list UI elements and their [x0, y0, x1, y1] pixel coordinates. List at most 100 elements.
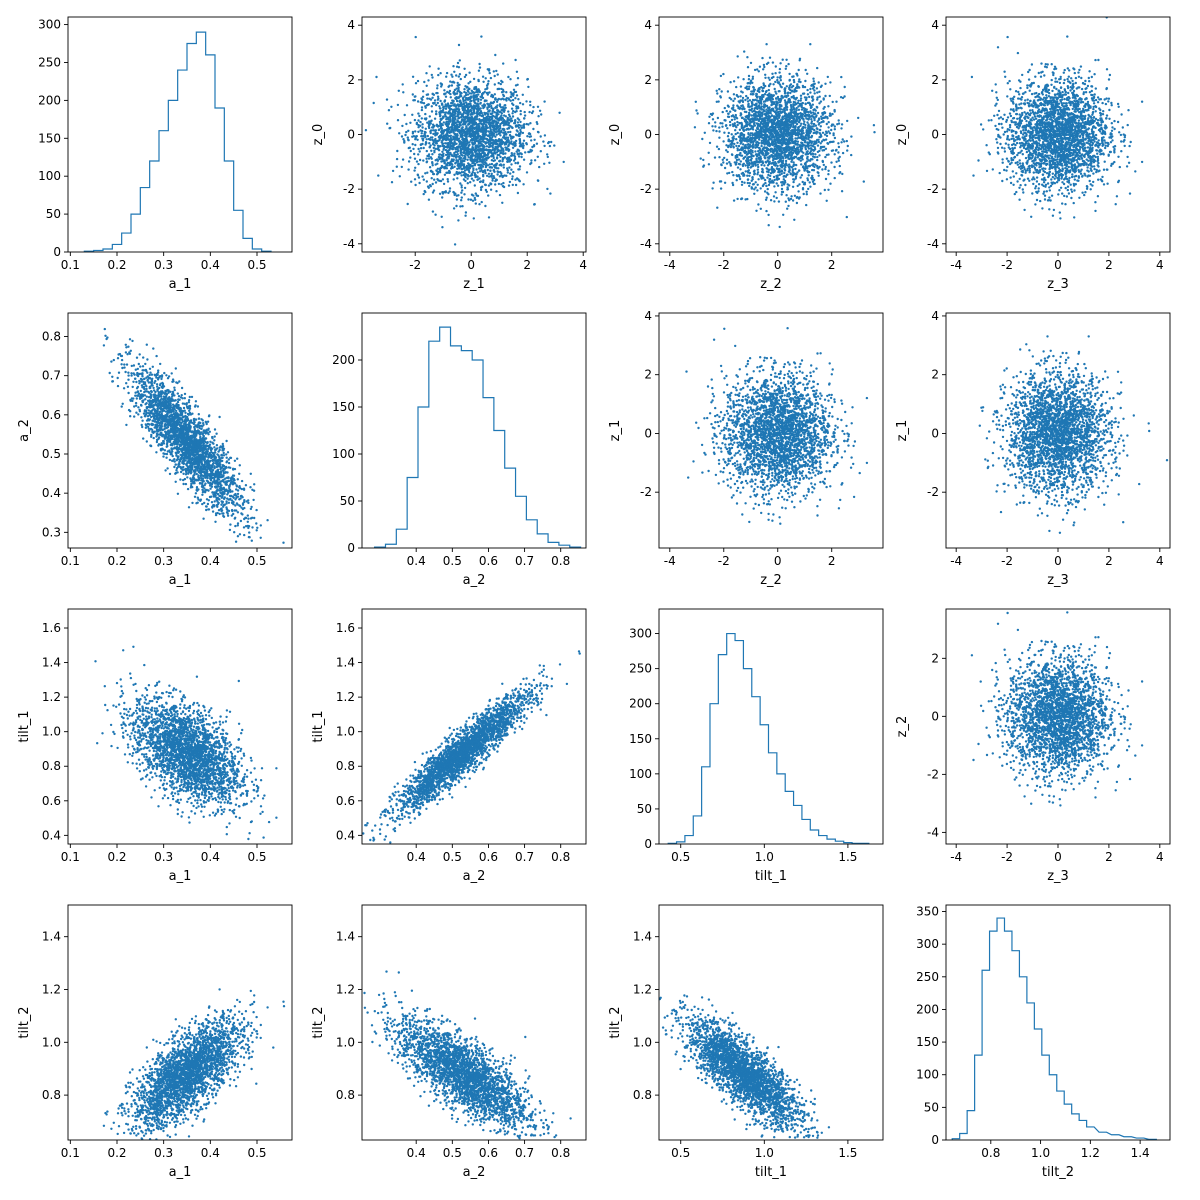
scatter-point — [814, 109, 817, 112]
scatter-point — [451, 163, 454, 166]
scatter-point — [423, 80, 426, 84]
scatter-point — [755, 141, 758, 144]
scatter-point — [475, 158, 478, 161]
scatter-point — [761, 126, 764, 129]
scatter-point — [744, 115, 747, 118]
scatter-point — [761, 153, 764, 156]
scatter-point — [499, 82, 502, 86]
scatter-point — [504, 104, 507, 107]
scatter-point — [781, 58, 784, 61]
scatter-point — [484, 120, 487, 124]
scatter-point — [515, 105, 518, 108]
scatter-point — [740, 116, 744, 120]
scatter-point — [449, 114, 453, 117]
scatter-point — [460, 160, 464, 163]
scatter-point — [759, 175, 762, 178]
scatter-point — [789, 83, 793, 86]
scatter-point — [797, 80, 801, 83]
scatter-point — [446, 164, 449, 167]
scatter-point — [793, 218, 796, 221]
scatter-point — [470, 137, 474, 141]
scatter-point — [807, 147, 811, 150]
scatter-point — [519, 120, 522, 124]
scatter-point — [403, 141, 406, 144]
scatter-point — [480, 111, 483, 115]
scatter-point — [458, 83, 461, 87]
scatter-point — [455, 92, 459, 95]
scatter-point — [474, 175, 477, 179]
scatter-point — [707, 163, 711, 166]
scatter-point — [522, 139, 526, 142]
scatter-point — [428, 120, 431, 123]
scatter-point — [495, 69, 498, 73]
scatter-point — [472, 94, 475, 97]
x-tick-label: 0 — [467, 258, 475, 272]
scatter-point — [441, 103, 444, 106]
scatter-point — [807, 187, 810, 191]
scatter-point — [468, 96, 471, 100]
scatter-point — [411, 130, 415, 134]
scatter-point — [763, 103, 766, 106]
scatter-point — [502, 62, 505, 65]
scatter-point — [421, 95, 425, 99]
scatter-point — [514, 161, 517, 165]
scatter-point — [520, 155, 523, 159]
scatter-point — [536, 122, 539, 126]
scatter-point — [800, 133, 803, 136]
scatter-point — [793, 156, 796, 160]
scatter-point — [502, 131, 505, 134]
scatter-point — [776, 76, 779, 79]
scatter-point — [841, 138, 844, 141]
scatter-point — [798, 119, 801, 122]
scatter-point — [833, 165, 836, 169]
scatter-point — [425, 93, 428, 97]
scatter-point — [812, 149, 815, 152]
scatter-point — [763, 133, 767, 137]
scatter-point — [741, 163, 744, 166]
scatter-point — [766, 156, 769, 159]
scatter-point — [483, 90, 486, 94]
scatter-point — [745, 110, 748, 114]
scatter-point — [497, 81, 500, 85]
scatter-point — [775, 196, 778, 200]
scatter-point — [773, 126, 776, 129]
scatter-point — [783, 99, 787, 102]
scatter-point — [749, 159, 753, 162]
scatter-point — [840, 141, 843, 144]
scatter-point — [732, 145, 735, 148]
scatter-point — [507, 184, 511, 187]
scatter-point — [401, 83, 404, 86]
scatter-point — [719, 187, 723, 190]
scatter-point — [760, 134, 764, 137]
scatter-point — [455, 159, 458, 162]
scatter-point — [463, 67, 466, 71]
scatter-point — [822, 97, 825, 100]
scatter-point — [443, 162, 446, 165]
scatter-point — [796, 128, 799, 132]
scatter-point — [494, 117, 498, 120]
scatter-point — [431, 191, 435, 194]
scatter-point — [486, 93, 489, 96]
scatter-point — [459, 149, 463, 152]
scatter-point — [528, 150, 531, 154]
scatter-point — [775, 182, 778, 185]
scatter-point — [509, 135, 512, 138]
scatter-point — [487, 68, 491, 71]
scatter-point — [538, 165, 541, 169]
scatter-point — [452, 190, 455, 194]
scatter-point — [521, 126, 524, 129]
scatter-point — [405, 104, 409, 107]
scatter-point — [754, 144, 757, 147]
scatter-point — [432, 102, 435, 105]
scatter-point — [792, 161, 795, 164]
scatter-point — [831, 149, 835, 152]
scatter-point — [751, 128, 755, 131]
scatter-point — [485, 159, 488, 162]
scatter-point — [725, 149, 728, 152]
scatter-point — [447, 130, 450, 134]
scatter-point — [467, 144, 471, 147]
scatter-point — [736, 197, 739, 201]
scatter-point — [450, 84, 454, 87]
scatter-point — [746, 82, 749, 85]
scatter-point — [486, 164, 490, 167]
